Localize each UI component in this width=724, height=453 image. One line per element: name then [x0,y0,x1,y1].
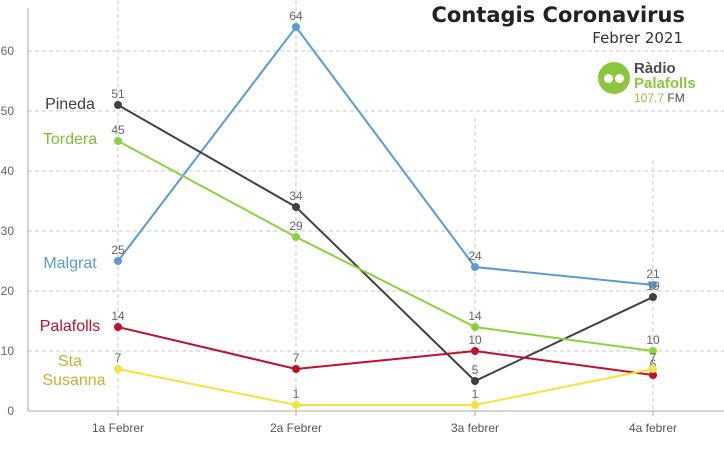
data-label: 1 [472,387,479,401]
data-label: 45 [111,123,125,137]
x-tick-label: 1a Febrer [92,421,144,435]
data-label: 51 [111,87,125,101]
series-name-label: Pineda [45,96,95,113]
series-malgrat: 25 64 24 21 [111,9,660,289]
series-sta-susanna: 7 1 1 7 [114,351,657,409]
chart-title: Contagis Coronavirus [431,3,685,27]
series-tordera: 45 29 14 10 [111,123,660,355]
data-label: 14 [111,309,125,323]
data-label: 7 [650,351,657,365]
series-name-label: Tordera [43,131,97,148]
data-point [292,203,300,211]
radio-logo-icon [598,62,630,94]
y-tick-label: 20 [1,284,15,298]
data-label: 24 [468,249,482,263]
y-tick-label: 0 [7,404,14,418]
data-point [649,281,657,289]
data-label: 14 [468,309,482,323]
data-point [292,365,300,373]
data-label: 19 [646,279,660,293]
data-point [649,371,657,379]
y-tick-label: 40 [1,164,15,178]
data-point [114,365,122,373]
data-point [292,401,300,409]
chart-subtitle: Febrer 2021 [592,29,683,47]
data-point [649,347,657,355]
data-point [471,347,479,355]
y-tick-label: 60 [1,44,15,58]
data-point [114,257,122,265]
data-label: 1 [293,387,300,401]
data-label: 21 [646,267,660,281]
series-line [117,140,654,352]
data-point [114,137,122,145]
data-point [292,23,300,31]
series-name-label: Palafolls [40,318,100,335]
data-label: 29 [289,219,303,233]
data-label: 6 [650,357,657,371]
data-point [649,365,657,373]
data-point [471,263,479,271]
y-tick-label: 30 [1,224,15,238]
series-name-label: Sta [58,353,82,370]
data-point [649,293,657,301]
x-tick-label: 3a febrer [451,421,499,435]
data-point [471,401,479,409]
series-palafolls: 14 7 10 6 [111,309,657,379]
y-tick-label: 10 [1,344,15,358]
data-label: 7 [293,351,300,365]
data-label: 10 [646,333,660,347]
data-label: 25 [111,243,125,257]
data-point [471,377,479,385]
data-point [471,323,479,331]
logo-line-2: Palafolls [634,75,696,92]
data-label: 10 [468,333,482,347]
radio-palafolls-logo: Ràdio Palafolls 107.7 FM [598,60,710,105]
logo-frequency: 107.7 FM [634,91,685,105]
data-label: 34 [289,189,303,203]
y-tick-label: 50 [1,104,15,118]
series-name-label: Malgrat [43,255,97,272]
x-tick-label: 4a febrer [629,421,677,435]
series-name-label: Susanna [42,372,105,389]
series-line [117,326,654,376]
data-label: 7 [115,351,122,365]
series-line [117,25,654,286]
x-tick-label: 2a Febrer [270,421,322,435]
data-point [292,233,300,241]
data-point [114,323,122,331]
logo-line-1: Ràdio [634,60,676,77]
data-label: 64 [289,9,303,23]
series-line [117,368,654,406]
data-point [114,101,122,109]
data-label: 5 [472,363,479,377]
